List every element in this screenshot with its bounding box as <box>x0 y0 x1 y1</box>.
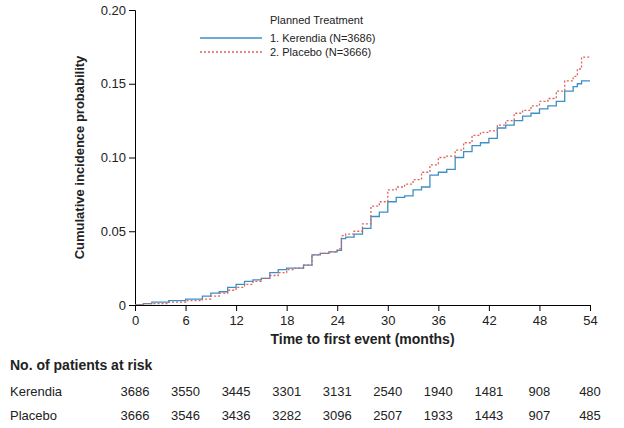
y-tick: 0.10 <box>101 150 135 165</box>
legend: Planned Treatment 1. Kerendia (N=3686) 2. … <box>200 14 375 58</box>
legend-label: 2. Placebo (N=3666) <box>270 46 371 58</box>
x-tick-label: 0 <box>132 313 139 328</box>
risk-table-cell: 3096 <box>323 408 352 423</box>
series-line <box>135 57 590 305</box>
risk-table-cell: 3445 <box>222 384 251 399</box>
y-axis: 0 0.05 0.10 0.15 0.20 <box>101 3 136 313</box>
x-tick: 18 <box>280 305 294 328</box>
x-tick-label: 30 <box>381 313 395 328</box>
risk-table-cell: 907 <box>529 408 551 423</box>
x-tick-mark <box>489 305 490 311</box>
risk-table-cell: 3282 <box>272 408 301 423</box>
y-tick-label: 0 <box>119 298 126 313</box>
x-tick-mark <box>590 305 591 311</box>
x-tick: 0 <box>132 305 139 328</box>
risk-table-cell: 3686 <box>121 384 150 399</box>
risk-table-cell: 1933 <box>424 408 453 423</box>
y-tick-mark <box>129 305 135 306</box>
risk-table-cell: 1481 <box>474 384 503 399</box>
risk-table-row-label: Kerendia <box>10 384 63 399</box>
x-tick: 36 <box>432 305 446 328</box>
risk-table-cell: 3301 <box>272 384 301 399</box>
series-line <box>135 81 590 305</box>
y-tick-label: 0.20 <box>101 3 126 18</box>
risk-table: No. of patients at risk Kerendia 3686 3550 3… <box>10 357 601 423</box>
x-axis-line <box>136 306 591 312</box>
risk-table-cell: 3131 <box>323 384 352 399</box>
x-tick-label: 6 <box>182 313 189 328</box>
risk-table-cell: 2540 <box>373 384 402 399</box>
risk-table-cell: 1443 <box>474 408 503 423</box>
x-tick-label: 42 <box>482 313 496 328</box>
x-tick: 48 <box>533 305 547 328</box>
x-tick: 42 <box>482 305 496 328</box>
x-tick-mark <box>186 305 187 311</box>
y-tick-label: 0.15 <box>101 76 126 91</box>
risk-table-cell: 3436 <box>222 408 251 423</box>
y-tick-mark <box>129 84 135 85</box>
risk-table-cell: 3550 <box>171 384 200 399</box>
y-tick: 0.20 <box>101 3 135 18</box>
x-tick-mark <box>438 305 439 311</box>
risk-table-row-label: Placebo <box>10 408 57 423</box>
y-tick: 0 <box>119 298 135 313</box>
x-tick-label: 24 <box>330 313 344 328</box>
y-tick-mark <box>129 158 135 159</box>
x-tick: 6 <box>182 305 189 328</box>
risk-table-cell: 3546 <box>171 408 200 423</box>
risk-table-cell: 2507 <box>373 408 402 423</box>
x-axis-title: Time to first event (months) <box>270 331 454 347</box>
x-tick: 12 <box>229 305 243 328</box>
x-tick-label: 48 <box>533 313 547 328</box>
y-axis-line <box>129 11 136 306</box>
x-tick-label: 18 <box>280 313 294 328</box>
risk-table-cell: 485 <box>579 408 601 423</box>
legend-swatch <box>200 51 262 52</box>
risk-table-cell: 908 <box>529 384 551 399</box>
legend-title: Planned Treatment <box>270 14 363 26</box>
x-tick: 54 <box>583 305 597 328</box>
x-tick: 30 <box>381 305 395 328</box>
x-tick-mark <box>287 305 288 311</box>
y-tick: 0.05 <box>101 224 135 239</box>
legend-label: 1. Kerendia (N=3686) <box>270 32 375 44</box>
y-axis-title: Cumulative incidence probability <box>72 55 87 259</box>
y-tick-mark <box>129 231 135 232</box>
plot-area <box>135 57 590 305</box>
y-tick-mark <box>129 10 135 11</box>
x-tick-mark <box>388 305 389 311</box>
risk-table-title: No. of patients at risk <box>10 357 153 373</box>
x-tick: 24 <box>330 305 344 328</box>
x-tick-label: 36 <box>432 313 446 328</box>
risk-table-cell: 1940 <box>424 384 453 399</box>
risk-table-cell: 3666 <box>121 408 150 423</box>
y-tick: 0.15 <box>101 76 135 91</box>
y-tick-label: 0.10 <box>101 150 126 165</box>
x-tick-mark <box>236 305 237 311</box>
y-tick-label: 0.05 <box>101 224 126 239</box>
x-tick-label: 12 <box>229 313 243 328</box>
x-tick-label: 54 <box>583 313 597 328</box>
x-tick-mark <box>539 305 540 311</box>
risk-table-cell: 480 <box>579 384 601 399</box>
x-axis: 0 6 12 18 24 30 36 42 48 54 <box>132 305 598 328</box>
x-tick-mark <box>337 305 338 311</box>
chart: 0 6 12 18 24 30 36 42 48 54 0 0.05 0.10 0.15 0.20 Time … <box>0 0 624 428</box>
legend-swatch <box>200 37 262 38</box>
